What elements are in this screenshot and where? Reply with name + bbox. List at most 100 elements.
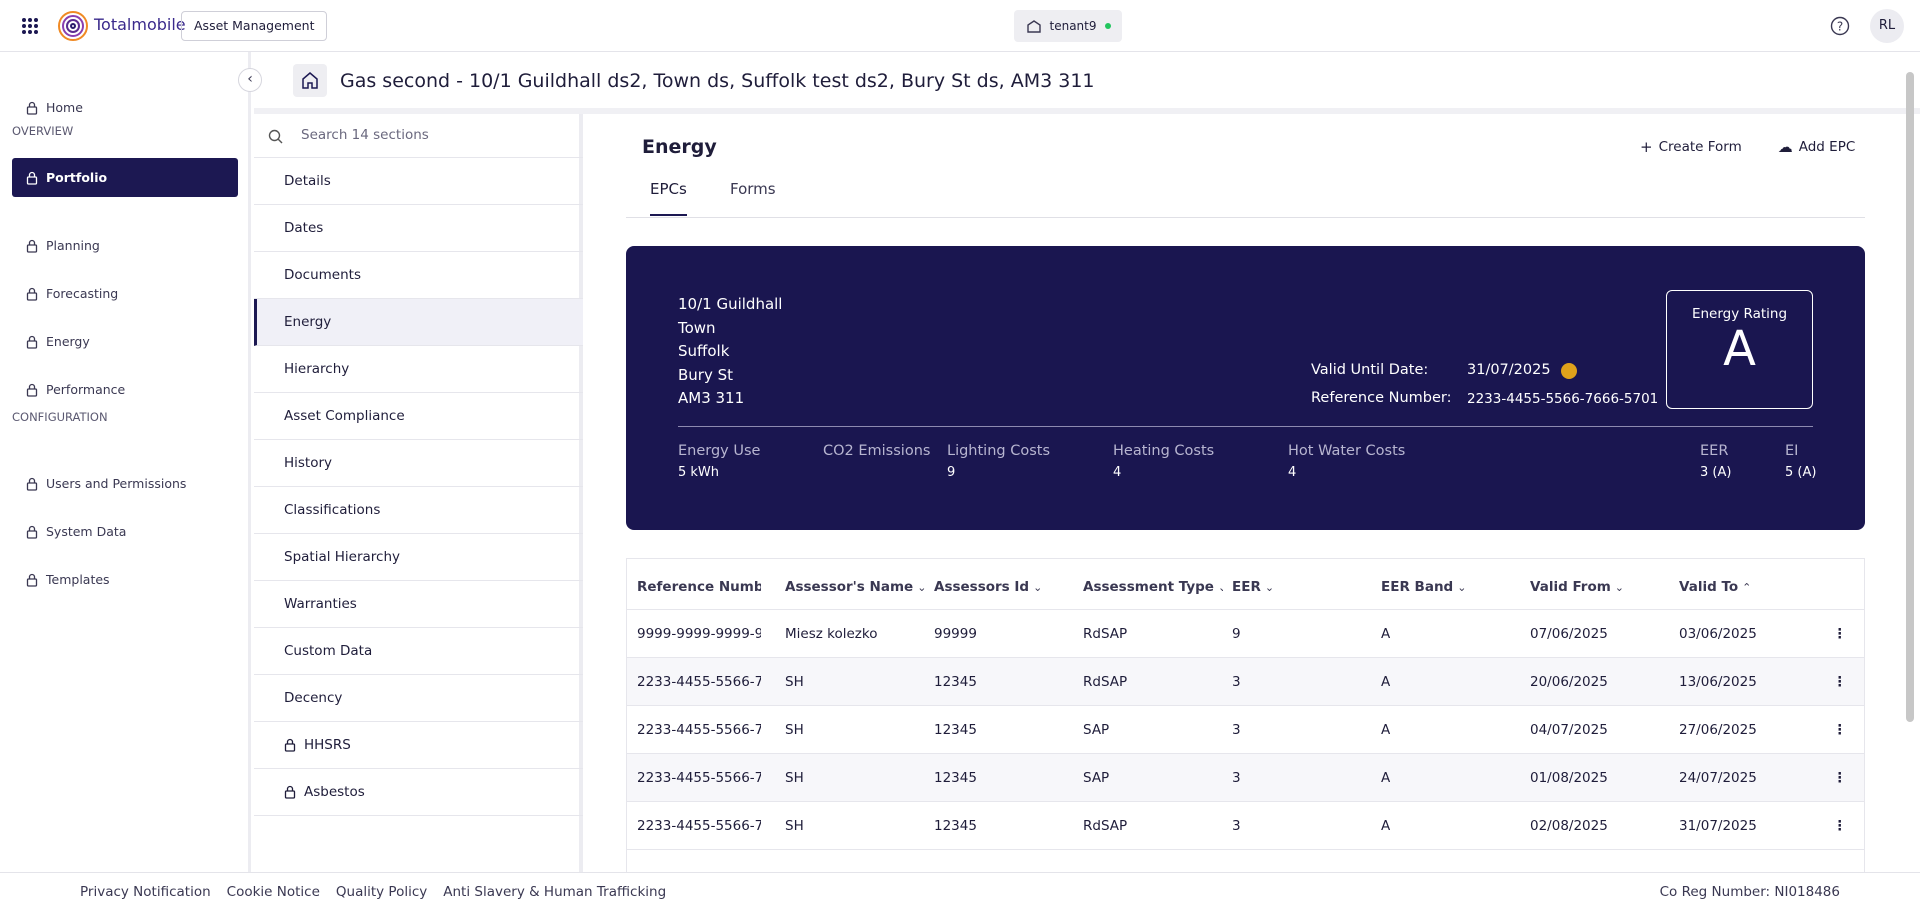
nav-item[interactable]: Planning — [12, 226, 238, 265]
section-title: Energy — [642, 136, 717, 158]
table-cell: A — [1381, 722, 1391, 738]
action-button[interactable]: ☁ Add EPC — [1778, 138, 1856, 156]
action-label: Create Form — [1658, 139, 1742, 155]
section-item[interactable]: Decency — [254, 675, 583, 722]
section-item[interactable]: Details — [254, 158, 583, 205]
column-header[interactable]: Valid From ⌄ — [1530, 579, 1624, 595]
table-cell: A — [1381, 674, 1391, 690]
section-item[interactable]: HHSRS — [254, 722, 583, 769]
metric: Lighting Costs 9 — [947, 443, 1050, 480]
lock-icon — [26, 287, 38, 301]
section-item[interactable]: History — [254, 440, 583, 487]
action-button[interactable]: + Create Form — [1640, 138, 1742, 156]
tab[interactable]: EPCs — [650, 180, 687, 216]
tenant-pill[interactable]: tenant9 — [1014, 10, 1122, 42]
valid-until-value: 31/07/2025 — [1467, 362, 1551, 378]
tenant-icon — [1026, 20, 1041, 33]
table-cell: 12345 — [934, 674, 977, 690]
apps-icon[interactable] — [21, 17, 39, 35]
nav-item[interactable]: Forecasting — [12, 274, 238, 313]
footer-link[interactable]: Cookie Notice — [226, 884, 320, 900]
top-bar: Totalmobile Asset Management tenant9 ? R… — [0, 0, 1920, 52]
address-line: Town — [678, 318, 716, 337]
row-menu[interactable]: ⋮ — [1833, 626, 1847, 642]
nav-item[interactable]: System Data — [12, 512, 238, 551]
table-row: 2233-4455-5566-766 SH 12345 RdSAP 3 A 20/06/20… — [627, 657, 1864, 705]
footer-link[interactable]: Privacy Notification — [80, 884, 211, 900]
section-item[interactable]: Warranties — [254, 581, 583, 628]
epc-table: Reference Number⌄Assessor's Name⌄Assesso… — [626, 558, 1865, 872]
lock-icon — [284, 738, 296, 752]
metric-value: 5 (A) — [1785, 465, 1817, 480]
section-label: Energy — [284, 314, 332, 330]
nav-heading: OVERVIEW — [12, 124, 74, 138]
scrollbar[interactable] — [1906, 72, 1914, 722]
footer-link[interactable]: Quality Policy — [335, 884, 428, 900]
nav-heading: CONFIGURATION — [12, 410, 108, 424]
actions: + Create Form ☁ Add EPC — [1640, 138, 1855, 156]
table-cell: Miesz kolezko — [785, 626, 878, 642]
sections-panel: Search 14 sections Details Dates Documents… — [254, 114, 583, 872]
sort-icon: ⌄ — [1218, 581, 1223, 594]
section-label: Spatial Hierarchy — [284, 549, 401, 565]
section-item[interactable]: Custom Data — [254, 628, 583, 675]
nav-item[interactable]: Portfolio — [12, 158, 238, 197]
footer: Co Reg Number: NI018486 Privacy Notifica… — [0, 872, 1920, 910]
nav-item[interactable]: Energy — [12, 322, 238, 361]
section-label: History — [284, 455, 333, 471]
column-header[interactable]: EER Band ⌄ — [1381, 579, 1466, 595]
column-label: Assessor's Name — [785, 579, 914, 595]
card-divider — [678, 426, 1813, 427]
footer-link[interactable]: Anti Slavery & Human Trafficking — [443, 884, 667, 900]
address-line: Suffolk — [678, 342, 730, 360]
section-item[interactable]: Dates — [254, 205, 583, 252]
column-header[interactable]: Assessor's Name⌄ — [785, 579, 925, 595]
home-button[interactable] — [293, 64, 327, 97]
section-label: Dates — [284, 220, 324, 236]
table-cell: RdSAP — [1083, 674, 1128, 690]
column-header[interactable]: Reference Number⌄ — [637, 579, 761, 595]
nav-label: Templates — [46, 572, 110, 587]
table-cell: 13/06/2025 — [1679, 674, 1757, 690]
table-cell: 12345 — [934, 722, 977, 738]
row-menu[interactable]: ⋮ — [1833, 770, 1847, 786]
section-item[interactable]: Spatial Hierarchy — [254, 534, 583, 581]
nav-label: Energy — [46, 334, 90, 349]
nav-item[interactable]: Home — [12, 88, 238, 127]
nav-item[interactable]: Templates — [12, 560, 238, 599]
table-header: Reference Number⌄Assessor's Name⌄Assesso… — [627, 559, 1864, 609]
divider — [254, 108, 1920, 114]
lock-icon — [26, 239, 38, 253]
section-item[interactable]: Documents — [254, 252, 583, 299]
column-header[interactable]: EER ⌄ — [1232, 579, 1274, 595]
metric-label: Energy Use — [678, 443, 761, 459]
section-item[interactable]: Asbestos — [254, 769, 583, 816]
nav-item[interactable]: Performance — [12, 370, 238, 409]
section-label: Documents — [284, 267, 361, 283]
column-header[interactable]: Assessment Type ⌄ — [1083, 579, 1223, 595]
row-menu[interactable]: ⋮ — [1833, 722, 1847, 738]
row-menu[interactable]: ⋮ — [1833, 674, 1847, 690]
section-item[interactable]: Asset Compliance — [254, 393, 583, 440]
table-cell: 9999-9999-9999-999 — [637, 626, 761, 642]
section-item[interactable]: Classifications — [254, 487, 583, 534]
help-icon[interactable]: ? — [1830, 16, 1850, 36]
nav-item[interactable]: Users and Permissions — [12, 464, 238, 503]
search-box[interactable]: Search 14 sections — [254, 114, 583, 158]
section-item[interactable]: Hierarchy — [254, 346, 583, 393]
row-menu[interactable]: ⋮ — [1833, 818, 1847, 834]
tab[interactable]: Forms — [730, 180, 776, 198]
column-header[interactable]: Assessors Id ⌄ — [934, 579, 1042, 595]
table-cell: 3 — [1232, 818, 1241, 834]
metric: Hot Water Costs 4 — [1288, 443, 1405, 480]
column-header[interactable]: Valid To ⌃ — [1679, 579, 1751, 595]
section-item[interactable]: Energy — [254, 299, 583, 346]
collapse-button[interactable]: ‹ — [238, 68, 262, 92]
rating-label: Energy Rating — [1691, 306, 1788, 322]
table-cell: 02/08/2025 — [1530, 818, 1608, 834]
user-avatar[interactable]: RL — [1870, 9, 1904, 43]
table-cell: 12345 — [934, 818, 977, 834]
sort-icon: ⌃ — [1742, 581, 1752, 594]
module-button[interactable]: Asset Management — [181, 11, 328, 41]
